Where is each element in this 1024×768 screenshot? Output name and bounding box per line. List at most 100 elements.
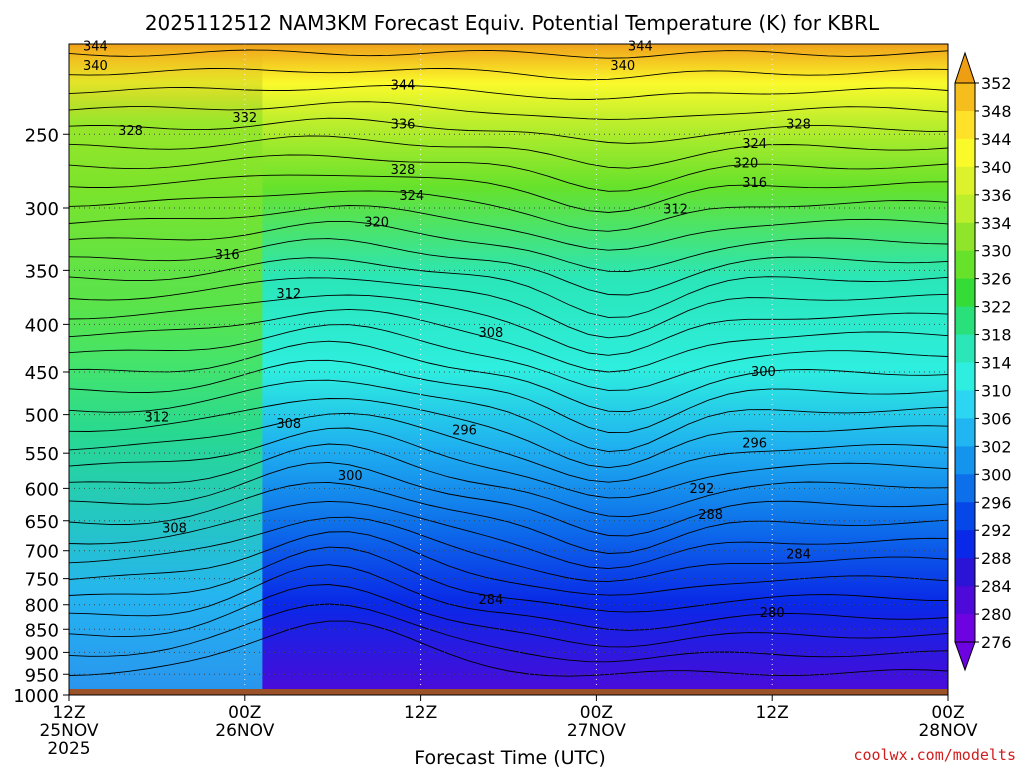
y-tick-label: 350: [25, 261, 59, 282]
y-tick-label: 250: [25, 125, 59, 146]
contour-label: 288: [698, 508, 723, 523]
contour-line: [69, 531, 948, 596]
x-tick-date: 28NOV: [918, 721, 977, 741]
contour-lines: [69, 49, 948, 677]
x-tick-hour: 00Z: [228, 703, 261, 723]
contour-label: 316: [742, 176, 767, 191]
contour-line: [69, 174, 948, 213]
contour-label: 344: [83, 40, 108, 55]
contour-line: [69, 84, 948, 100]
y-axis: 2503003504004505005506006507007508008509…: [13, 125, 69, 707]
contour-line: [69, 277, 948, 339]
contour-label: 308: [276, 417, 301, 432]
contour-line: [69, 190, 948, 232]
colorbar-label: 296: [981, 493, 1012, 512]
colorbar-segment: [955, 334, 975, 363]
contour-label: 324: [742, 137, 767, 152]
contour-line: [69, 205, 948, 251]
colorbar-segment: [955, 222, 975, 252]
contour-label: 328: [391, 163, 416, 178]
colorbar-label: 336: [981, 186, 1012, 205]
colorbar-label: 292: [981, 521, 1012, 540]
contour-line: [69, 603, 948, 663]
contour-line: [69, 220, 948, 272]
colorbar-label: 288: [981, 549, 1012, 568]
colorbar-segment: [955, 530, 975, 559]
contour-line: [69, 412, 948, 483]
contour-label: 308: [479, 326, 504, 341]
colorbar-segment: [955, 502, 975, 531]
contour-label: 300: [338, 469, 363, 484]
contour-line: [69, 101, 948, 120]
contour-line: [69, 500, 948, 570]
chart-title: 2025112512 NAM3KM Forecast Equiv. Potent…: [145, 11, 880, 35]
contour-label: 316: [215, 248, 240, 263]
contour-label: 344: [628, 40, 653, 55]
colorbar-label: 344: [981, 130, 1012, 149]
colorbar-segment: [955, 110, 975, 140]
colorbar-label: 318: [981, 326, 1012, 345]
colorbar-label: 322: [981, 298, 1012, 317]
contour-label: 344: [391, 79, 416, 94]
contour-label: 320: [364, 215, 389, 230]
colorbar-segment: [955, 278, 975, 308]
contour-label: 312: [276, 287, 301, 302]
contour-line: [69, 117, 948, 144]
colorbar-segment: [955, 446, 975, 475]
contour-label: 284: [786, 547, 811, 562]
contour-label: 332: [232, 111, 257, 126]
y-tick-label: 600: [25, 479, 59, 500]
contour-label: 320: [733, 157, 758, 172]
colorbar-label: 310: [981, 381, 1012, 400]
colorbar-label: 334: [981, 214, 1012, 233]
ground-surface: [69, 689, 948, 695]
contour-line: [69, 238, 948, 296]
y-tick-label: 500: [25, 406, 59, 427]
colorbar-label: 326: [981, 270, 1012, 289]
colorbar-segment: [955, 586, 975, 615]
contour-label: 340: [83, 59, 108, 74]
contour-line: [69, 443, 948, 518]
contour-line: [69, 516, 948, 583]
x-tick-hour: 12Z: [756, 703, 789, 723]
contour-line: [69, 340, 948, 413]
contour-label: 284: [479, 593, 504, 608]
colorbar-label: 284: [981, 577, 1012, 596]
contour-label: 280: [760, 606, 785, 621]
colorbar-segment: [955, 83, 975, 112]
y-tick-label: 900: [25, 643, 59, 664]
x-tick-date: 25NOV: [39, 721, 98, 741]
x-tick-hour: 00Z: [580, 703, 613, 723]
contour-line: [69, 294, 948, 356]
colorbar-segment: [955, 362, 975, 391]
y-tick-label: 1000: [13, 686, 59, 707]
colorbar-segment: [955, 194, 975, 224]
contour-label: 336: [391, 118, 416, 133]
y-tick-label: 550: [25, 444, 59, 465]
colorbar-segment: [955, 306, 975, 336]
y-tick-label: 800: [25, 596, 59, 617]
x-tick-date: 27NOV: [567, 721, 626, 741]
contour-label: 300: [751, 365, 776, 380]
contour-label: 296: [742, 437, 767, 452]
x-tick-year: 2025: [47, 739, 90, 759]
grid-lines: [69, 44, 948, 696]
contour-line: [69, 564, 948, 631]
x-tick-hour: 00Z: [931, 703, 964, 723]
colorbar-segment: [955, 614, 975, 643]
contour-label: 328: [118, 124, 143, 139]
colorbar-segment: [955, 418, 975, 447]
contour-line: [69, 154, 948, 192]
contour-label: 296: [452, 424, 477, 439]
x-tick-date: 26NOV: [215, 721, 274, 741]
colorbar-segment: [955, 390, 975, 419]
plot-area: 344 340 344 344 340 332 336 328 328 328 324 324 320 3…: [68, 40, 949, 696]
colorbar-label: 314: [981, 354, 1012, 373]
y-tick-label: 850: [25, 620, 59, 641]
contour-line: [69, 308, 948, 373]
colorbar-segment: [955, 474, 975, 503]
colorbar-label: 348: [981, 102, 1012, 121]
y-tick-label: 300: [25, 199, 59, 220]
colorbar-label: 300: [981, 465, 1012, 484]
